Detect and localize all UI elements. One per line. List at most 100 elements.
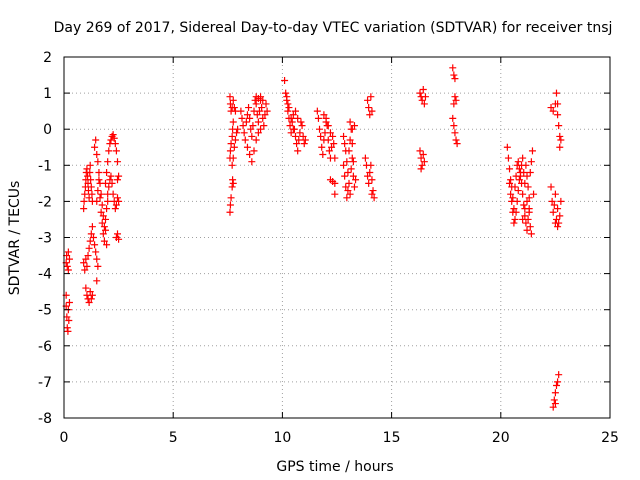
data-point xyxy=(249,122,257,130)
grid-lines xyxy=(64,57,610,418)
data-point xyxy=(111,205,119,213)
data-point xyxy=(229,179,237,187)
data-point xyxy=(325,147,333,155)
data-point xyxy=(551,219,559,227)
data-point xyxy=(284,107,292,115)
data-point xyxy=(331,179,339,187)
data-point xyxy=(343,194,351,202)
y-tick-label: -5 xyxy=(38,303,52,319)
data-point xyxy=(101,179,109,187)
data-point xyxy=(369,187,377,195)
data-point xyxy=(297,118,305,126)
data-point xyxy=(507,176,515,184)
data-point xyxy=(341,140,349,148)
data-point xyxy=(242,118,250,126)
data-point xyxy=(418,161,426,169)
data-point xyxy=(86,161,94,169)
data-point xyxy=(63,262,71,270)
y-tick-label: 2 xyxy=(43,50,52,66)
data-point xyxy=(524,183,532,191)
data-point xyxy=(110,134,118,142)
data-point xyxy=(64,266,72,274)
data-point xyxy=(261,111,269,119)
data-point xyxy=(450,100,458,108)
data-point xyxy=(85,194,93,202)
data-point xyxy=(550,396,558,404)
data-point xyxy=(301,136,309,144)
data-point xyxy=(345,147,353,155)
data-point xyxy=(526,169,534,177)
data-point xyxy=(523,172,531,180)
data-point xyxy=(551,400,559,408)
data-point xyxy=(106,176,114,184)
data-point xyxy=(348,140,356,148)
data-point xyxy=(86,169,94,177)
data-point xyxy=(288,118,296,126)
data-point xyxy=(530,190,538,198)
data-point xyxy=(506,165,514,173)
data-point xyxy=(82,255,90,263)
data-point xyxy=(107,172,115,180)
data-point xyxy=(93,197,101,205)
data-point xyxy=(281,76,289,84)
data-point xyxy=(292,107,300,115)
data-point xyxy=(527,158,535,166)
data-point xyxy=(92,136,100,144)
data-point xyxy=(341,172,349,180)
data-point xyxy=(114,158,122,166)
data-point xyxy=(421,93,429,101)
data-point xyxy=(317,132,325,140)
data-point xyxy=(296,129,304,137)
data-point xyxy=(347,165,355,173)
data-point xyxy=(510,205,518,213)
data-point xyxy=(109,190,117,198)
data-point xyxy=(85,298,93,306)
data-point xyxy=(420,100,428,108)
data-point xyxy=(556,212,564,220)
data-point xyxy=(507,190,515,198)
data-point xyxy=(226,208,234,216)
data-point xyxy=(88,190,96,198)
data-point xyxy=(254,118,262,126)
data-point xyxy=(65,317,73,325)
data-point xyxy=(282,89,290,97)
data-point xyxy=(115,172,123,180)
data-point xyxy=(289,125,297,133)
data-point xyxy=(344,187,352,195)
data-point xyxy=(511,215,519,223)
data-point xyxy=(417,165,425,173)
data-point xyxy=(115,235,123,243)
data-point xyxy=(361,154,369,162)
data-point xyxy=(109,131,117,139)
data-point xyxy=(509,194,517,202)
data-point xyxy=(322,114,330,122)
data-point xyxy=(417,154,425,162)
data-point xyxy=(104,197,112,205)
data-point xyxy=(365,104,373,112)
y-tick-label: -4 xyxy=(38,267,52,283)
data-point xyxy=(368,190,376,198)
data-point xyxy=(342,183,350,191)
tick-labels: 0 5 10 15 20 25 -8 -7 -6 -5 -4 -3 -2 -1 0 1 2 xyxy=(38,50,619,446)
data-point xyxy=(239,122,247,130)
data-point xyxy=(349,158,357,166)
data-point xyxy=(554,100,562,108)
data-point xyxy=(243,111,251,119)
data-point xyxy=(519,215,527,223)
data-point xyxy=(503,143,511,151)
data-point xyxy=(554,378,562,386)
data-point xyxy=(112,201,120,209)
data-point xyxy=(237,107,245,115)
data-point xyxy=(350,183,358,191)
data-point xyxy=(103,205,111,213)
y-tick-label: -6 xyxy=(38,339,52,355)
data-point xyxy=(523,226,531,234)
data-point xyxy=(228,183,236,191)
data-point xyxy=(548,197,556,205)
data-point xyxy=(366,111,374,119)
data-point xyxy=(416,147,424,155)
data-point xyxy=(263,107,271,115)
data-point xyxy=(551,389,559,397)
y-tick-label: -1 xyxy=(38,158,52,174)
data-point xyxy=(257,125,265,133)
